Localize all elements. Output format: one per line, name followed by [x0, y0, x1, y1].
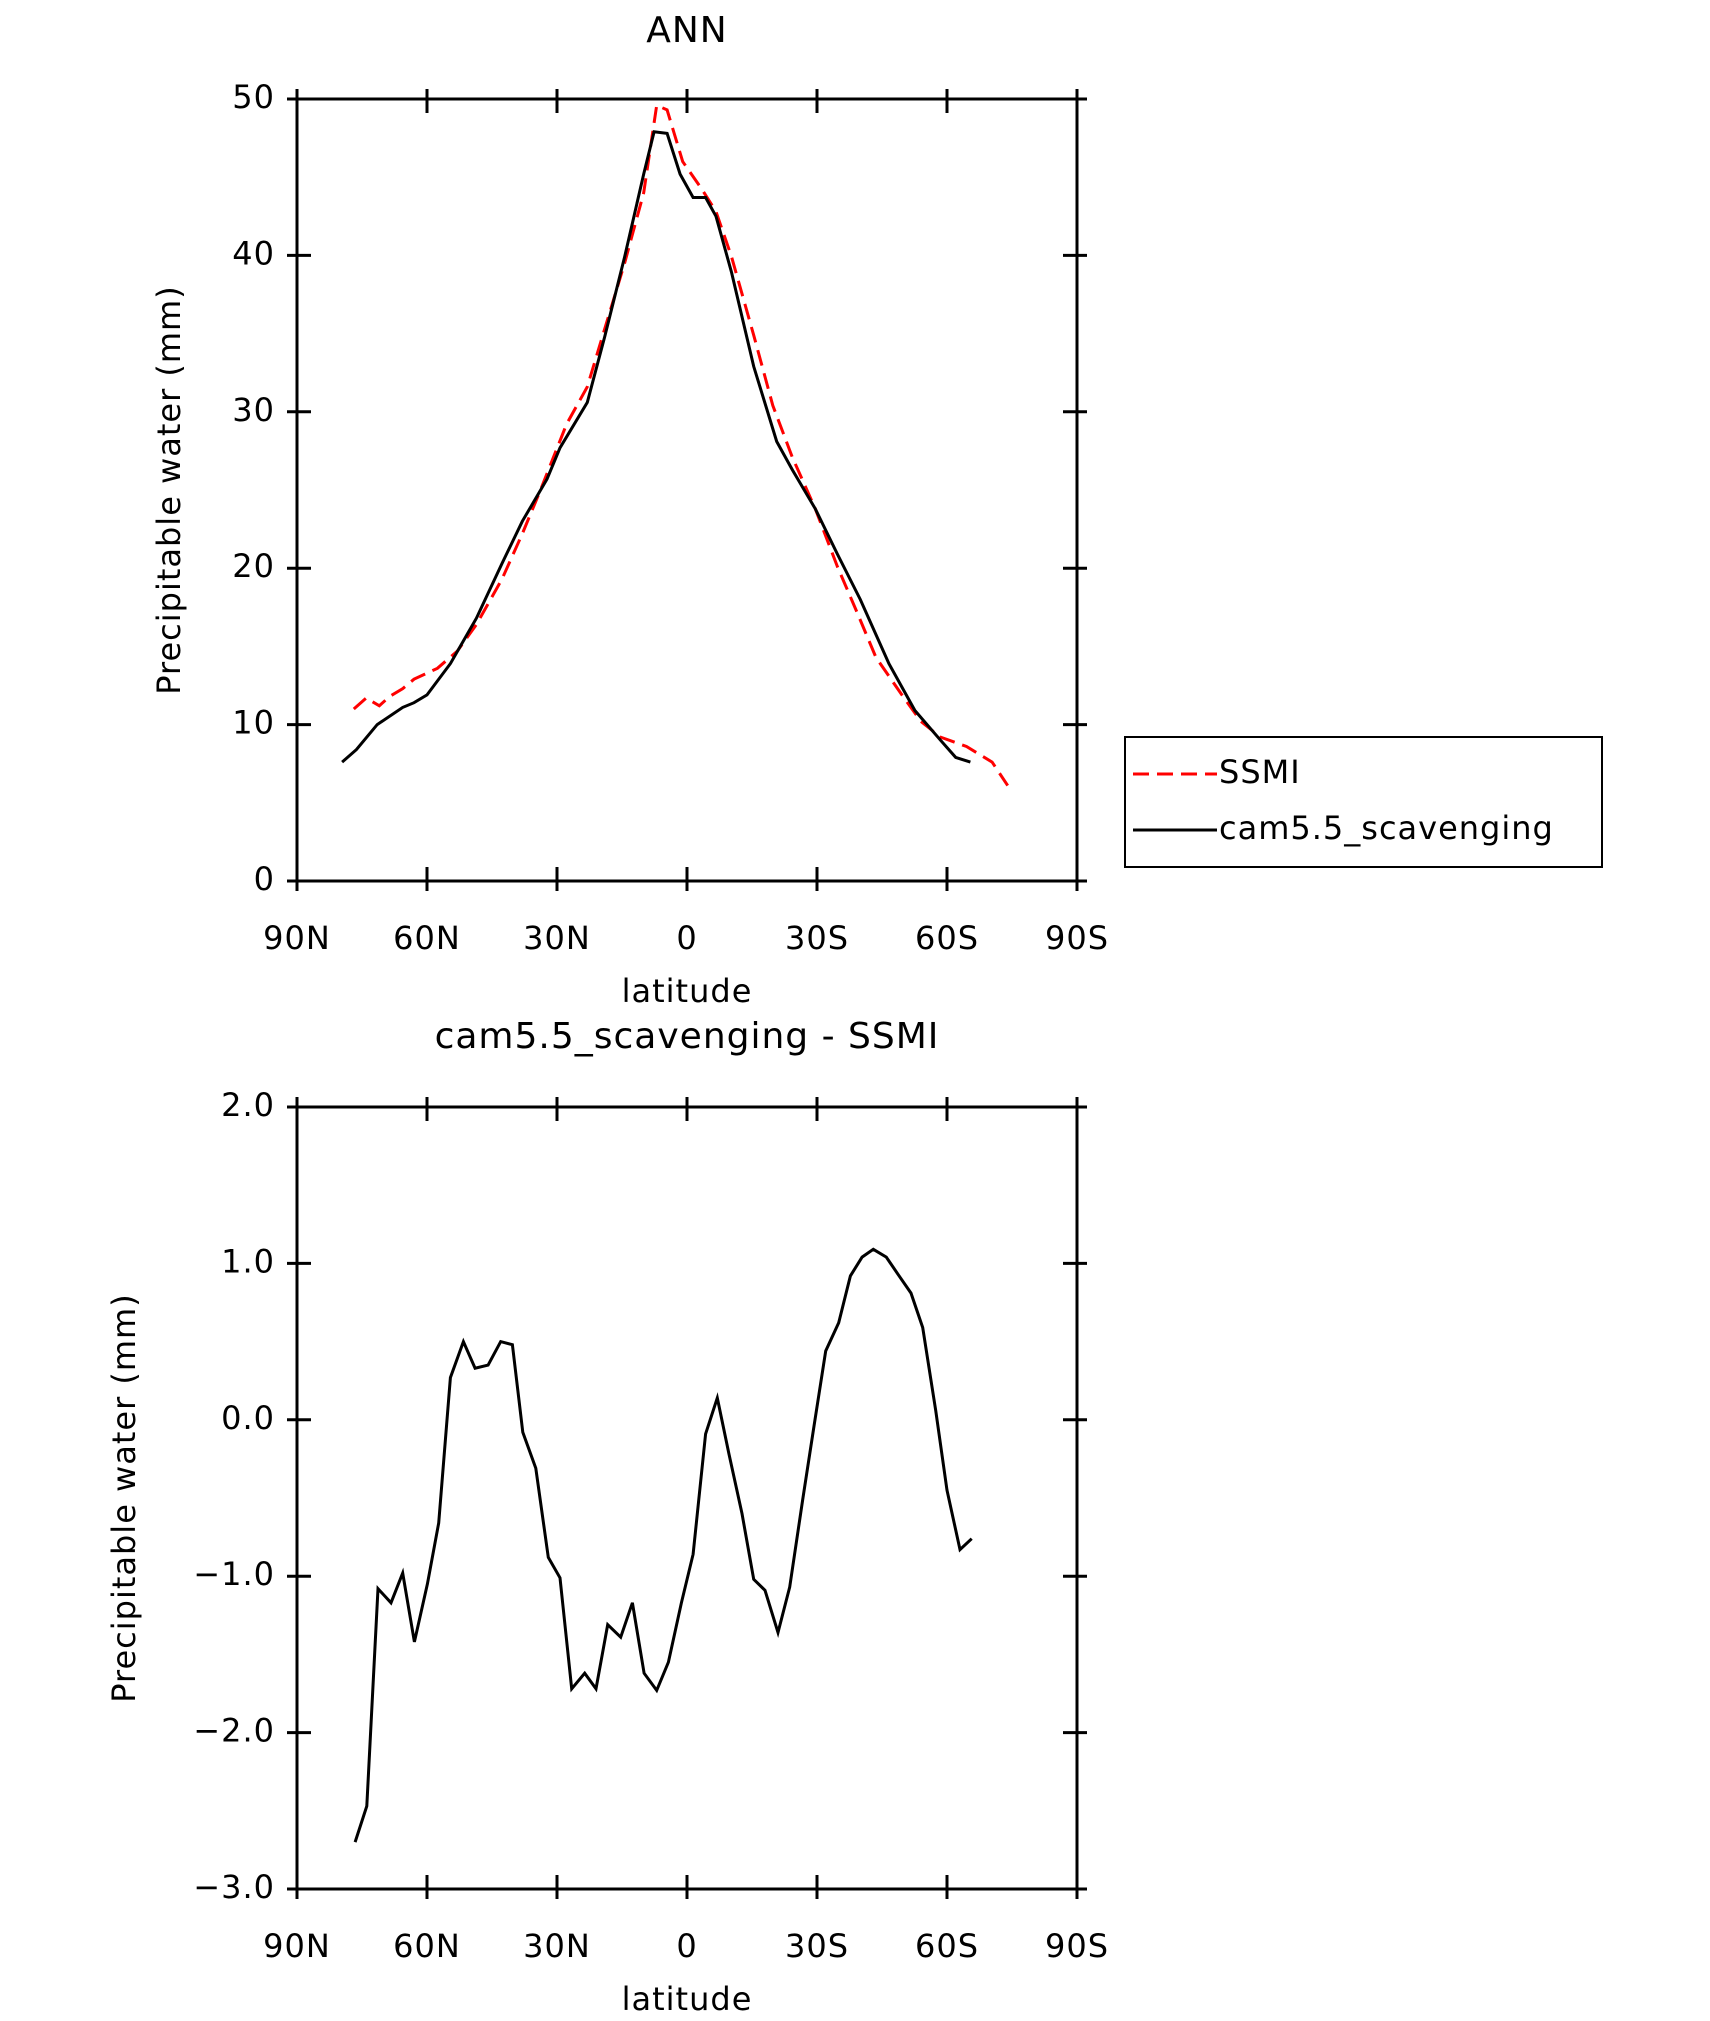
x-tick-label: 90S: [1045, 919, 1109, 957]
x-tick-label: 60S: [915, 1927, 979, 1965]
x-tick-label: 0: [676, 919, 697, 957]
chart-title: cam5.5_scavenging - SSMI: [435, 1016, 940, 1057]
plot-frame: [295, 97, 1079, 883]
data-line: [353, 1247, 973, 1843]
y-tick-label: 2.0: [221, 1086, 275, 1124]
x-tick-label: 30S: [785, 919, 849, 957]
y-tick-label: 30: [232, 391, 275, 429]
x-tick-label: 30S: [785, 1927, 849, 1965]
y-tick-label: 0: [254, 860, 275, 898]
y-axis-label: Precipitable water (mm): [150, 285, 188, 694]
x-axis-label: latitude: [622, 1980, 753, 2018]
y-axis-label: Precipitable water (mm): [105, 1293, 143, 1702]
x-tick-label: 60S: [915, 919, 979, 957]
x-tick-label: 90N: [263, 919, 331, 957]
y-tick-label: 40: [232, 234, 275, 272]
y-tick-label: −1.0: [193, 1555, 275, 1593]
x-tick-label: 90N: [263, 1927, 331, 1965]
plot-frame: [295, 1105, 1079, 1891]
x-tick-label: 90S: [1045, 1927, 1109, 1965]
legend-label: SSMI: [1219, 753, 1301, 791]
series-line: [352, 103, 1009, 787]
legend-box: [1124, 736, 1603, 868]
x-tick-label: 60N: [393, 1927, 461, 1965]
y-tick-label: −2.0: [193, 1712, 275, 1750]
legend-label: cam5.5_scavenging: [1219, 809, 1554, 847]
y-tick-label: 10: [232, 704, 275, 742]
y-tick-label: −3.0: [193, 1868, 275, 1906]
x-tick-label: 60N: [393, 919, 461, 957]
x-tick-label: 30N: [523, 1927, 591, 1965]
chart-title: ANN: [646, 10, 728, 51]
y-tick-label: 20: [232, 547, 275, 585]
y-tick-label: 0.0: [221, 1399, 275, 1437]
y-tick-label: 1.0: [221, 1242, 275, 1280]
y-tick-label: 50: [232, 78, 275, 116]
x-tick-label: 30N: [523, 919, 591, 957]
x-axis-label: latitude: [622, 972, 753, 1010]
series-line: [341, 130, 971, 764]
x-tick-label: 0: [676, 1927, 697, 1965]
